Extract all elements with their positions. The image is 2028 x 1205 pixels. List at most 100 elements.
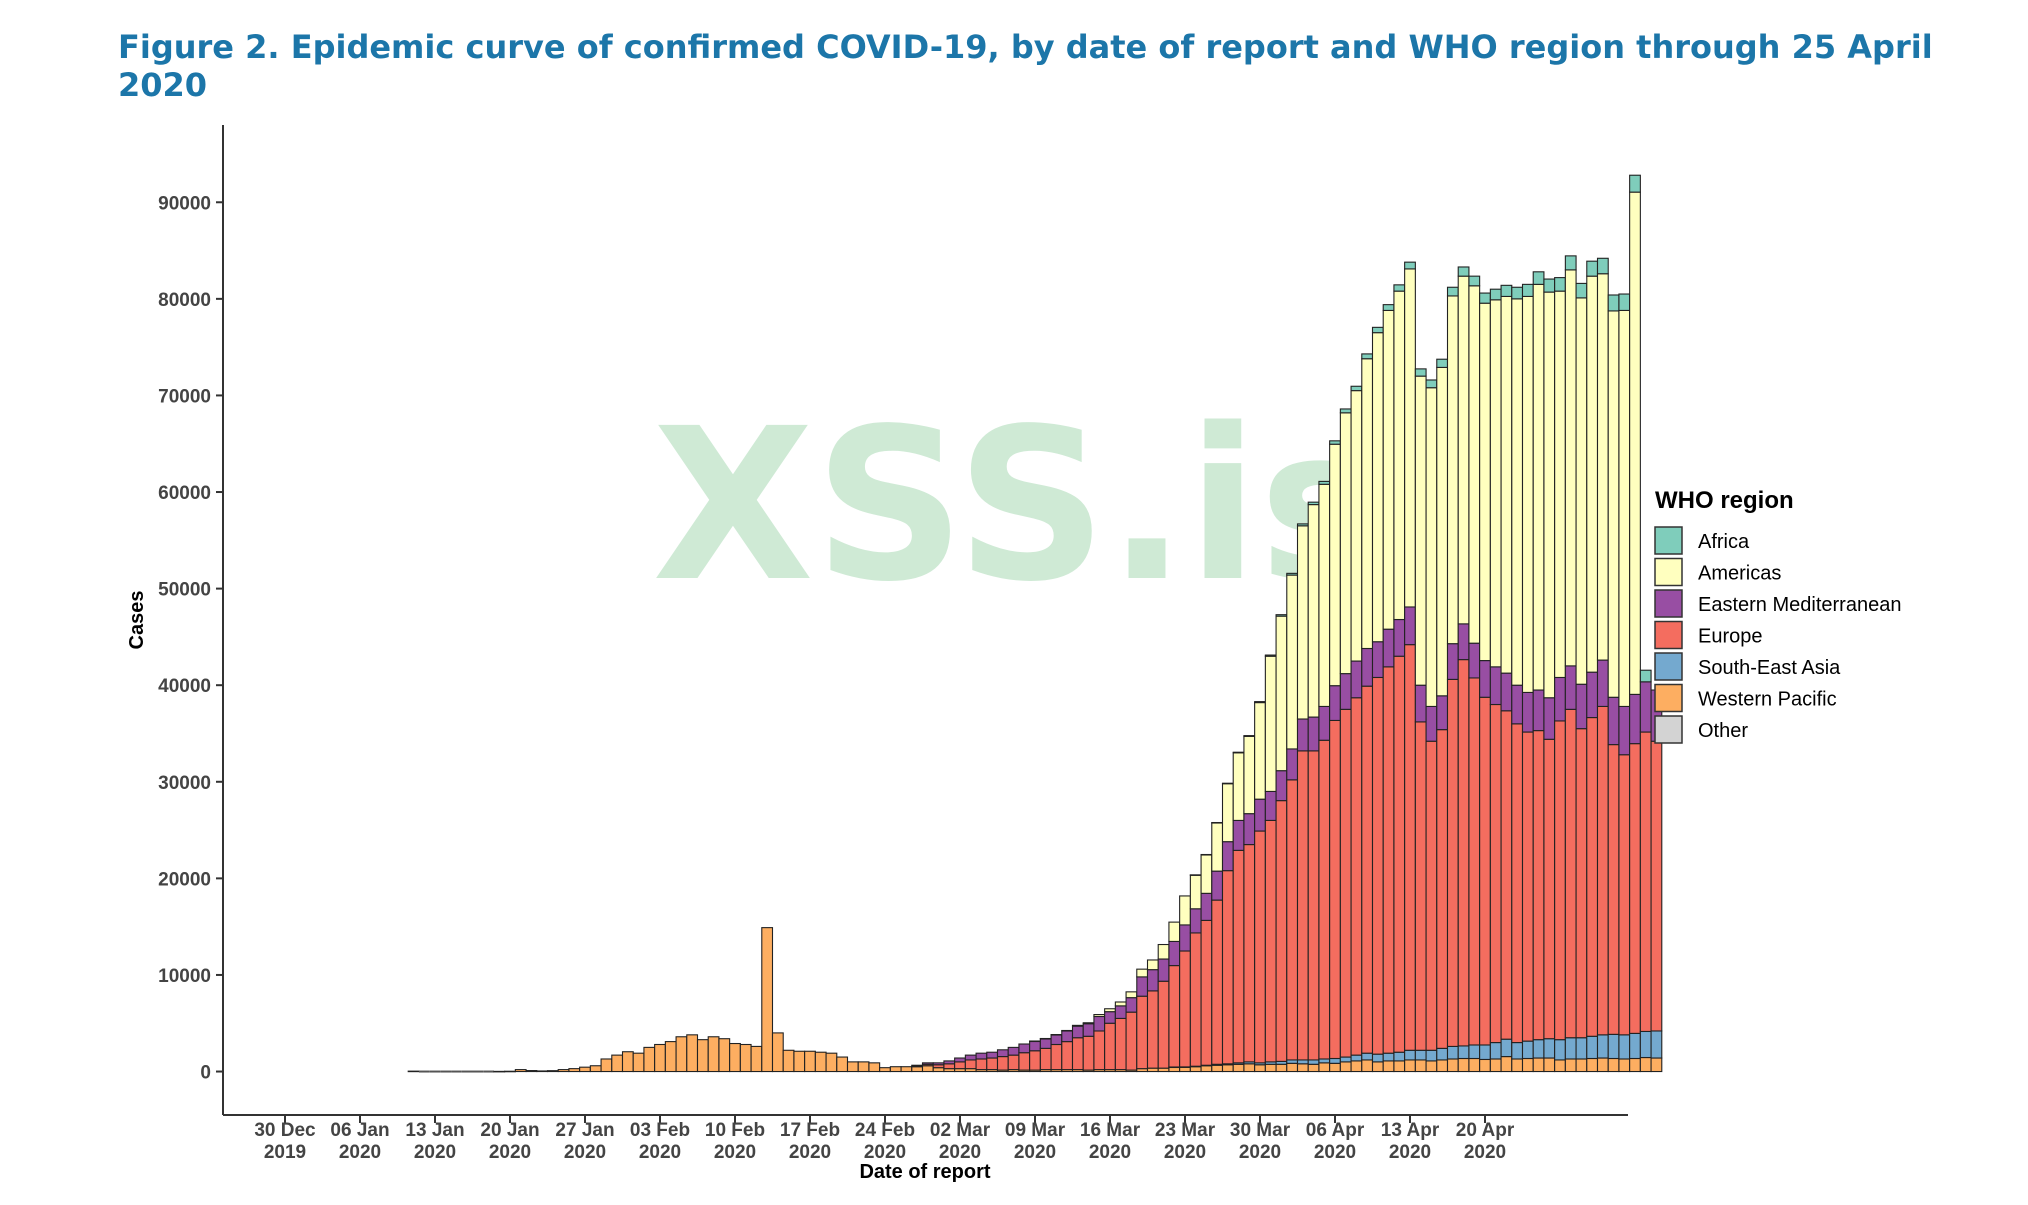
bar-segment <box>1639 669 1652 683</box>
bar-segment <box>857 1061 870 1073</box>
bar-segment <box>1264 655 1277 792</box>
bar-segment <box>1511 1042 1524 1060</box>
x-tick-label-year: 2020 <box>1389 1142 1431 1163</box>
bar-segment <box>1211 1064 1224 1073</box>
bar-segment <box>1189 908 1202 934</box>
bar-segment <box>1564 665 1577 710</box>
bar-segment <box>579 1066 591 1073</box>
x-tick-label-year: 2020 <box>1014 1142 1056 1163</box>
bar-segment <box>1286 779 1299 1061</box>
bar-segment <box>1436 358 1449 368</box>
bar-segment <box>1286 574 1299 750</box>
bar-segment <box>1554 290 1566 679</box>
bar-segment <box>1200 1065 1213 1073</box>
legend: WHO region Africa Americas Eastern Mediter… <box>1654 487 1901 744</box>
bar-segment <box>1221 782 1234 785</box>
bar-segment <box>739 1043 752 1073</box>
bar-segment <box>1586 275 1599 673</box>
bar-segment <box>1425 1060 1438 1073</box>
bar-segment <box>1457 1057 1470 1073</box>
bar-segment <box>1532 283 1545 691</box>
bar-segment <box>1114 1005 1127 1019</box>
x-tick-label: 09 Mar <box>1005 1120 1066 1141</box>
legend-label: Western Pacific <box>1698 689 1837 711</box>
bar-segment <box>1243 844 1256 1063</box>
bar-segment <box>1618 309 1631 707</box>
x-tick-label-year: 2020 <box>1464 1142 1506 1163</box>
bar-segment <box>1629 174 1641 193</box>
bar-segment <box>1436 366 1449 697</box>
bar-segment <box>568 1068 581 1073</box>
bar-segment <box>1286 748 1299 781</box>
x-tick-label-year: 2020 <box>1314 1142 1356 1163</box>
bar-segment <box>1264 1063 1277 1073</box>
y-axis: 0 10000 20000 30000 40000 50000 60000 70000 8000… <box>158 193 223 1084</box>
bar-segment <box>1114 1017 1127 1071</box>
bar-segment <box>1543 1057 1556 1073</box>
bar-segment <box>664 1041 677 1073</box>
bar-segment <box>1361 1059 1374 1073</box>
x-tick-label-year: 2020 <box>714 1142 756 1163</box>
bar-segment <box>686 1034 699 1073</box>
bar-segment <box>1650 1057 1663 1073</box>
bar-segment <box>932 1062 945 1066</box>
legend-swatch <box>1654 620 1683 650</box>
bar-segment <box>536 1070 549 1073</box>
legend-label: Africa <box>1698 531 1750 553</box>
bar-segment <box>514 1069 527 1073</box>
bar-segment <box>1521 691 1534 733</box>
bar-segment <box>1243 813 1256 846</box>
bar-segment <box>879 1067 891 1073</box>
bar-segment <box>1521 283 1534 297</box>
bar-segment <box>1168 921 1181 942</box>
bar-segment <box>1189 1066 1202 1073</box>
bar-segment <box>1479 660 1491 698</box>
x-tick-label-year: 2020 <box>939 1142 981 1163</box>
x-tick-label: 03 Feb <box>630 1120 690 1141</box>
bar-segment <box>1489 1042 1502 1060</box>
bar-segment <box>1039 1038 1052 1049</box>
bar-segment <box>1457 659 1470 1047</box>
bar-segment <box>1393 1051 1406 1062</box>
bar-segment <box>1479 302 1491 662</box>
bar-segment <box>1382 1052 1395 1062</box>
bar-segment <box>1511 286 1524 300</box>
bar-segment <box>1146 990 1159 1069</box>
bar-segment <box>1404 644 1416 1051</box>
bar-segment <box>1521 731 1534 1042</box>
bar-segment <box>1382 628 1395 668</box>
bar-segment <box>1082 1035 1095 1071</box>
bar-segment <box>1136 976 1149 997</box>
bar-segment <box>1179 924 1191 952</box>
bar-segment <box>611 1054 624 1073</box>
bar-segment <box>1564 1058 1577 1073</box>
bar-segment <box>1500 1038 1513 1058</box>
bar-segment <box>1146 959 1159 971</box>
bar-segment <box>1404 268 1416 608</box>
bar-segment <box>557 1069 570 1073</box>
legend-swatch <box>1654 652 1683 681</box>
bar-segment <box>1029 1050 1041 1071</box>
bar-segment <box>729 1042 741 1073</box>
bar-segment <box>1307 750 1320 1061</box>
bar-segment <box>1564 255 1577 271</box>
bar-segment <box>1200 854 1213 894</box>
legend-label: Europe <box>1698 626 1763 648</box>
bar-segment <box>1543 278 1556 293</box>
bar-segment <box>600 1058 613 1073</box>
x-tick-label-year: 2019 <box>264 1142 306 1163</box>
x-tick-label: 16 Mar <box>1080 1120 1141 1141</box>
bar-segment <box>1018 1052 1031 1071</box>
bar-segment <box>1318 1062 1331 1073</box>
bar-segment <box>1050 1043 1063 1071</box>
bar-segment <box>1489 666 1502 706</box>
y-tick-label: 30000 <box>158 773 211 794</box>
bar-segment <box>1468 642 1481 679</box>
bar-segment <box>525 1070 538 1073</box>
bar-segment <box>1554 277 1566 292</box>
bar-segment <box>1264 654 1277 657</box>
bar-segment <box>1393 290 1406 621</box>
bar-segment <box>1029 1040 1041 1043</box>
bar-segment <box>1307 504 1320 718</box>
bar-segment <box>1414 684 1427 723</box>
